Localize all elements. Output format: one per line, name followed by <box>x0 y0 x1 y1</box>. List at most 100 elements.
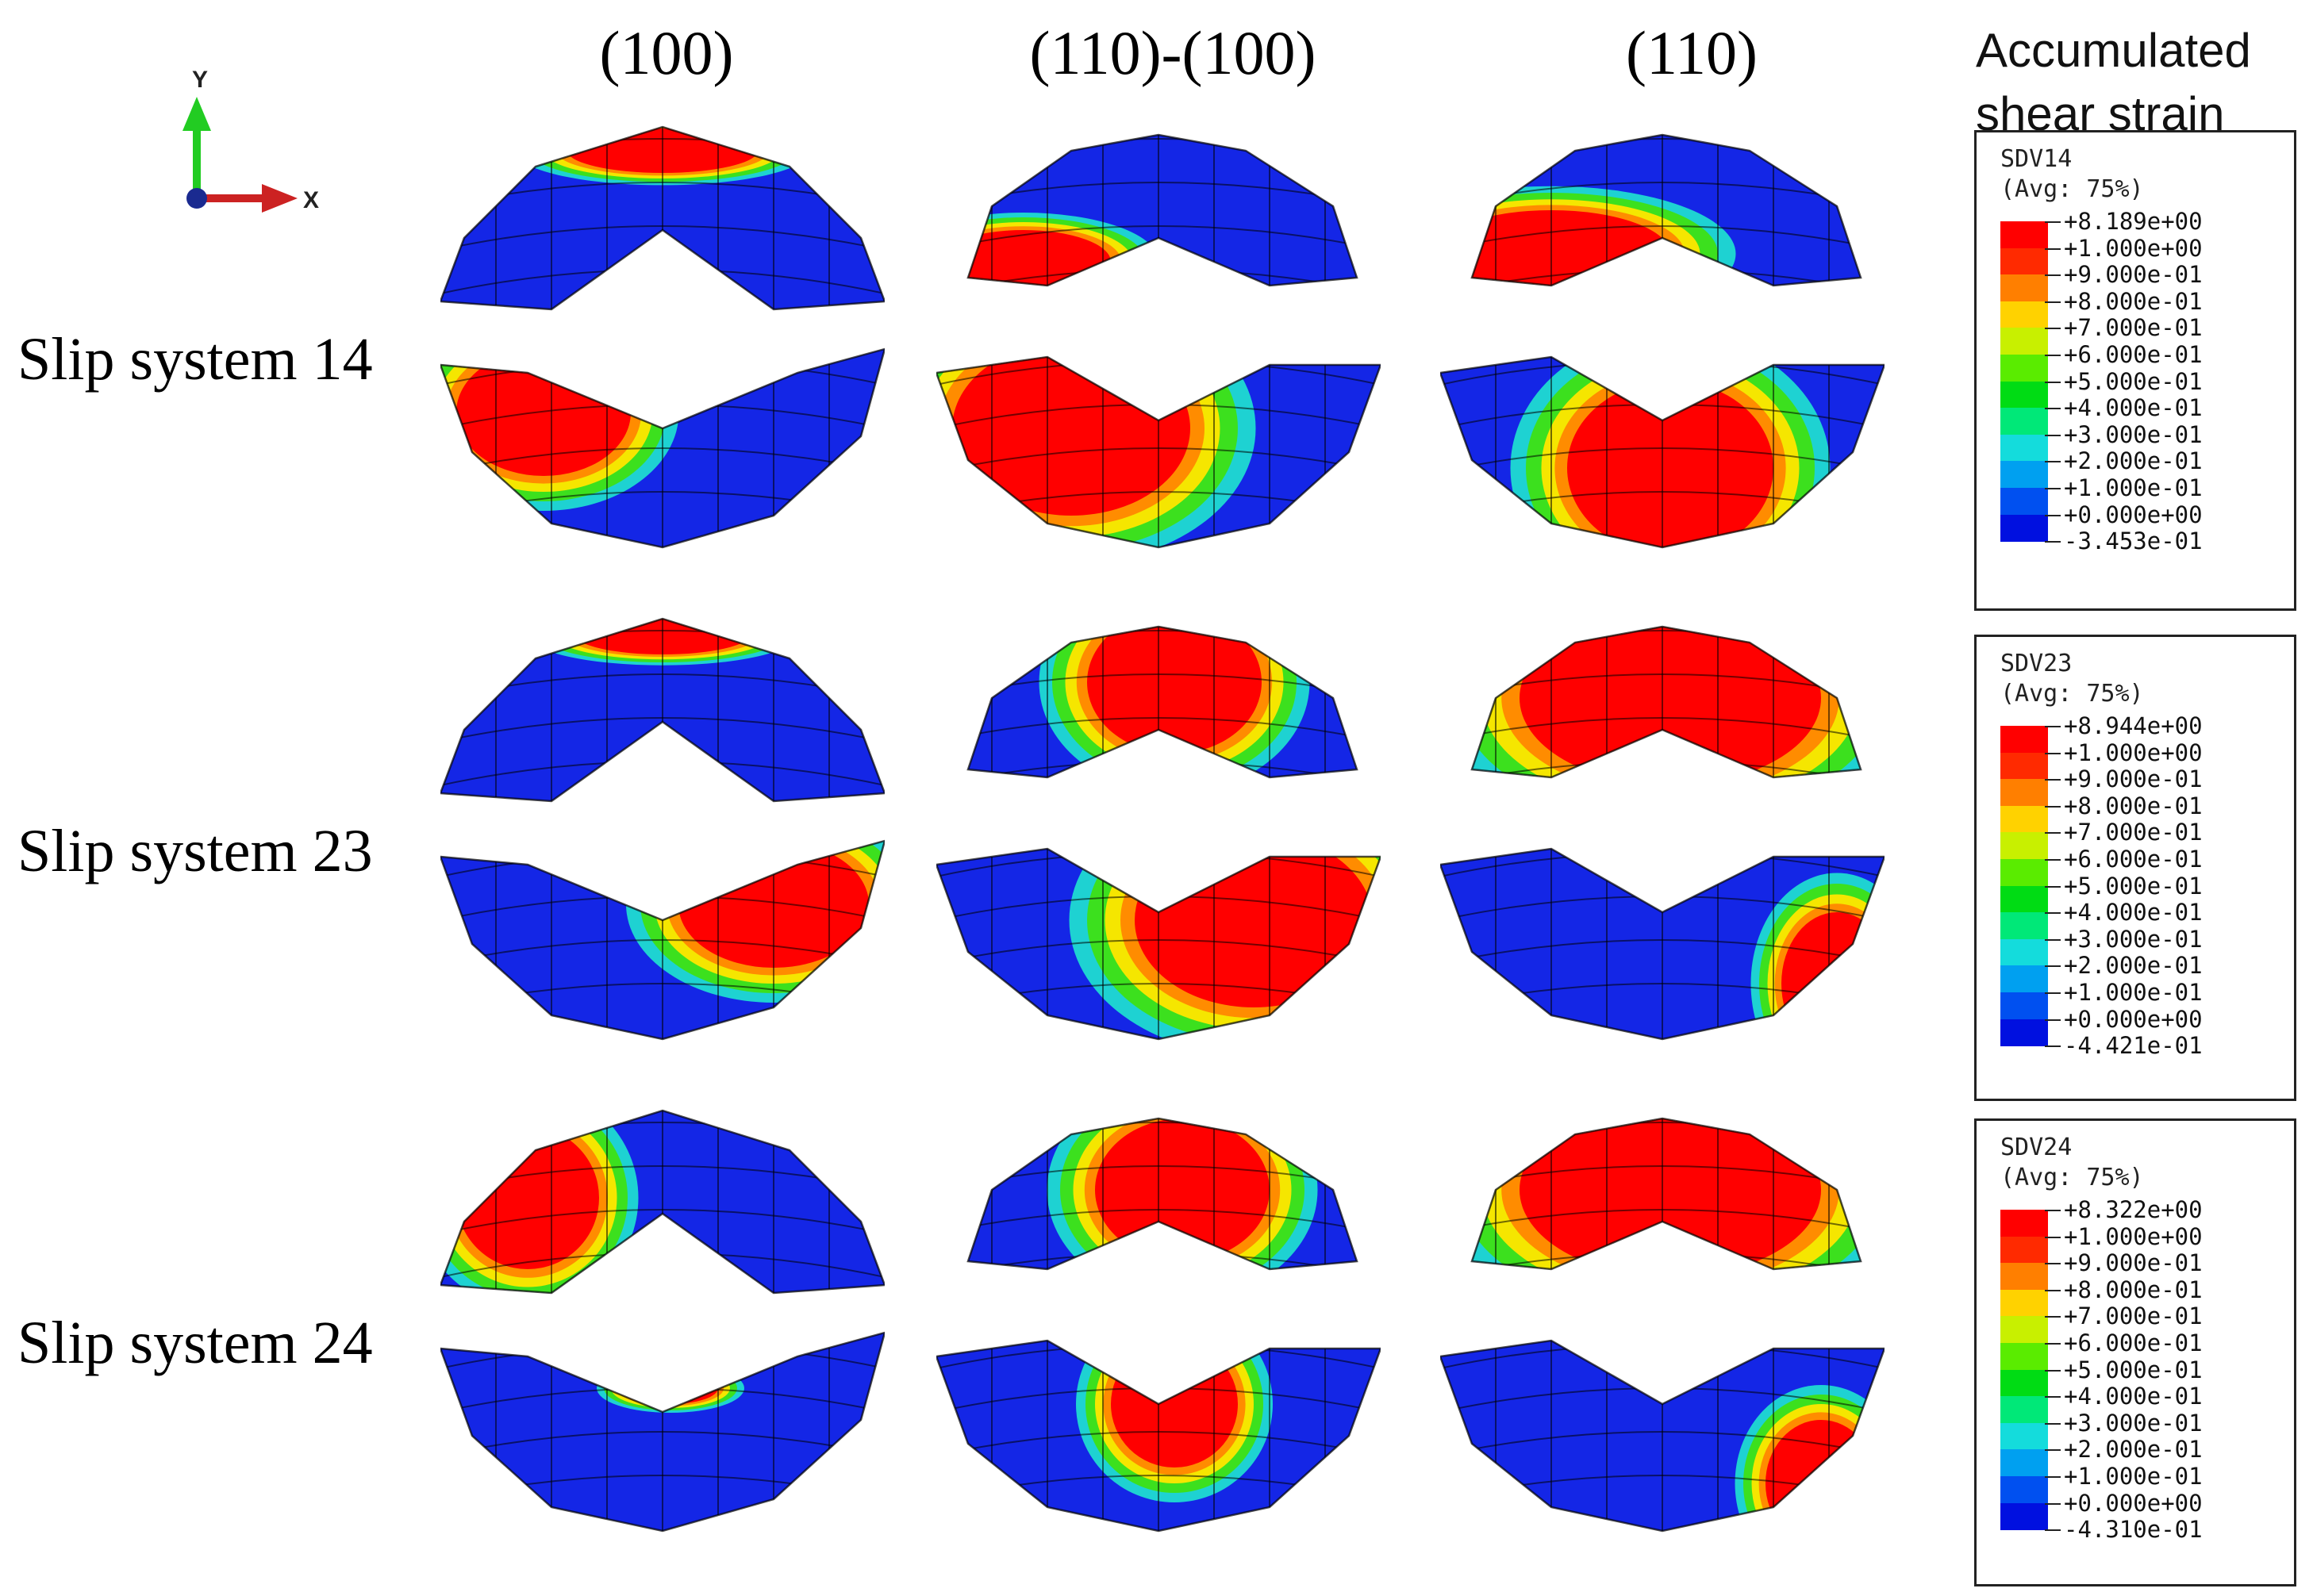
legend-tick-label: +1.000e+00 <box>2064 739 2203 766</box>
contour-plot-cell <box>440 125 885 311</box>
legend-tick-label: +5.000e-01 <box>2064 872 2203 900</box>
axes-triad-icon: Y X <box>183 67 319 213</box>
legend-swatch <box>2000 779 2048 807</box>
axis-x-label: X <box>303 187 319 213</box>
legend-swatch <box>2000 1263 2048 1291</box>
legend-tick-label: +8.000e-01 <box>2064 792 2203 819</box>
legend-swatch <box>2000 1343 2048 1371</box>
legend-swatch <box>2000 1289 2048 1318</box>
column-title-100: (100) <box>599 18 734 87</box>
legend-tick <box>2045 1476 2061 1478</box>
legend-tick <box>2045 1449 2061 1452</box>
legend-swatch <box>2000 221 2048 249</box>
legend-tick-label: +8.000e-01 <box>2064 287 2203 315</box>
legend-tick-label: -3.453e-01 <box>2064 528 2203 555</box>
contour-plot-cell <box>440 1331 885 1533</box>
legend-tick-label: +9.000e-01 <box>2064 261 2203 289</box>
legend-tick-label: +4.000e-01 <box>2064 394 2203 422</box>
legend-tick <box>2045 1529 2061 1532</box>
legend-tick <box>2045 1045 2061 1048</box>
legend-tick-label: +7.000e-01 <box>2064 819 2203 846</box>
legend-tick <box>2045 832 2061 834</box>
legend-tick <box>2045 938 2061 941</box>
legend-swatch <box>2000 461 2048 489</box>
legend-tick <box>2045 1343 2061 1345</box>
legend-averaging: (Avg: 75%) <box>2000 1164 2144 1191</box>
legend-tick-label: +2.000e-01 <box>2064 1436 2203 1464</box>
legend-tick <box>2045 726 2061 727</box>
legend-tick-label: -4.421e-01 <box>2064 1032 2203 1060</box>
legend-variable-name: SDV24 <box>2000 1134 2073 1161</box>
contour-plot-cell <box>936 847 1381 1041</box>
legend-swatch <box>2000 514 2048 543</box>
legend-tick-label: +8.000e-01 <box>2064 1276 2203 1303</box>
column-title-110: (110) <box>1625 18 1758 87</box>
legend-tick-label: +1.000e-01 <box>2064 1463 2203 1490</box>
legend-tick-label: +1.000e+00 <box>2064 1222 2203 1250</box>
legend-swatch <box>2000 1422 2048 1451</box>
legend-sdv14: SDV14 (Avg: 75%) +8.189e+00 +1.000e+00 +9.… <box>1974 130 2296 611</box>
legend-tick <box>2045 301 2061 303</box>
legend-tick-label: +1.000e-01 <box>2064 474 2203 501</box>
legend-tick-label: +5.000e-01 <box>2064 367 2203 395</box>
legend-swatch <box>2000 832 2048 860</box>
legend-tick <box>2045 912 2061 915</box>
legend-swatch <box>2000 1236 2048 1264</box>
legend-tick <box>2045 1210 2061 1211</box>
legend-tick <box>2045 859 2061 861</box>
legend-tick <box>2045 1263 2061 1265</box>
legend-swatch <box>2000 752 2048 781</box>
contour-plot-cell <box>936 355 1381 549</box>
contour-plot-cell <box>966 133 1358 287</box>
legend-swatch <box>2000 274 2048 302</box>
legend-swatch <box>2000 1210 2048 1237</box>
row-label-slip-24: Slip system 24 <box>17 1310 373 1376</box>
legend-averaging: (Avg: 75%) <box>2000 175 2144 203</box>
legend-swatch <box>2000 355 2048 382</box>
legend-swatch <box>2000 859 2048 887</box>
legend-swatch <box>2000 965 2048 993</box>
legend-tick <box>2045 274 2061 277</box>
legend-swatch <box>2000 1449 2048 1477</box>
contour-plot-cell <box>440 839 885 1041</box>
contour-plot-cell <box>1470 625 1862 779</box>
legend-tick <box>2045 1422 2061 1425</box>
legend-tick-label: +7.000e-01 <box>2064 1303 2203 1330</box>
legend-tick <box>2045 1236 2061 1238</box>
legend-variable-name: SDV14 <box>2000 145 2073 173</box>
legend-swatch <box>2000 328 2048 355</box>
legend-tick <box>2045 752 2061 754</box>
legend-tick-label: +3.000e-01 <box>2064 420 2203 448</box>
legend-swatch <box>2000 434 2048 462</box>
legend-sdv23: SDV23 (Avg: 75%) +8.944e+00 +1.000e+00 +9.… <box>1974 635 2296 1101</box>
legend-tick <box>2045 355 2061 356</box>
axes-triad: Y X <box>175 63 333 226</box>
legend-tick-label: -4.310e-01 <box>2064 1516 2203 1544</box>
legend-swatch <box>2000 992 2048 1020</box>
column-title-110-100: (110)-(100) <box>1029 18 1316 87</box>
legend-tick <box>2045 541 2061 543</box>
legend-tick-label: +9.000e-01 <box>2064 1249 2203 1277</box>
legend-tick-label: +6.000e-01 <box>2064 1329 2203 1356</box>
legend-tick <box>2045 221 2061 223</box>
legend-tick-label: +7.000e-01 <box>2064 314 2203 342</box>
legend-tick-label: +8.944e+00 <box>2064 712 2203 739</box>
legend-tick-label: +6.000e-01 <box>2064 846 2203 873</box>
legend-tick <box>2045 381 2061 383</box>
legend-tick <box>2045 514 2061 516</box>
legend-tick-label: +0.000e+00 <box>2064 1005 2203 1033</box>
legend-tick-label: +6.000e-01 <box>2064 341 2203 368</box>
contour-plot-cell <box>1440 1339 1885 1533</box>
legend-tick-label: +4.000e-01 <box>2064 1383 2203 1410</box>
legend-title-line1: Accumulated <box>1976 24 2251 77</box>
legend-tick-label: +8.189e+00 <box>2064 208 2203 235</box>
contour-plot-cell <box>1440 355 1885 549</box>
legend-swatch <box>2000 1396 2048 1424</box>
contour-plot-cell <box>966 1117 1358 1271</box>
legend-swatch <box>2000 938 2048 967</box>
contour-plot-cell <box>936 1339 1381 1533</box>
legend-tick <box>2045 1369 2061 1372</box>
contour-plot-cell <box>1470 133 1862 287</box>
row-label-slip-23: Slip system 23 <box>17 818 373 884</box>
legend-swatch <box>2000 1476 2048 1504</box>
